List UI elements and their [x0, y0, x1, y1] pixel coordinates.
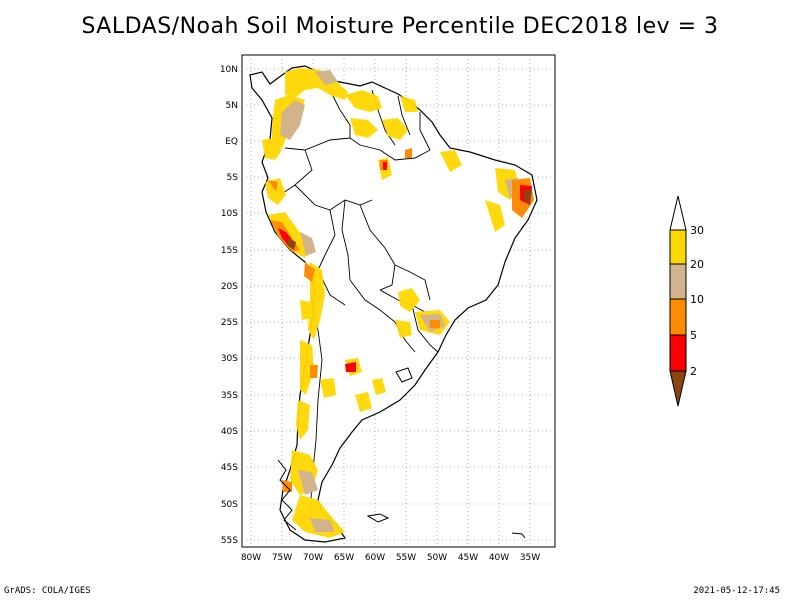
lon-label: 45W — [458, 553, 478, 563]
lat-label: 15S — [221, 246, 238, 256]
soil-moisture-tan-10-20 — [280, 70, 522, 532]
lat-label: EQ — [225, 137, 238, 147]
legend-label: 30 — [690, 224, 704, 237]
lat-label: 10N — [220, 65, 238, 75]
lat-label: 25S — [221, 318, 238, 328]
lat-label: 45S — [221, 463, 238, 473]
coastal-detail — [277, 367, 526, 539]
lon-label: 75W — [272, 553, 292, 563]
soil-moisture-brown-below-2 — [288, 190, 532, 250]
lat-label: 10S — [221, 209, 238, 219]
color-legend: 2 5 10 20 30 — [669, 195, 704, 407]
lon-label: 70W — [303, 553, 323, 563]
map-title: SALDAS/Noah Soil Moisture Percentile DEC… — [81, 14, 719, 39]
longitude-labels: 80W 75W 70W 65W 60W 55W 50W 45W 40W 35W — [241, 553, 540, 563]
legend-label: 5 — [690, 329, 697, 342]
lon-label: 65W — [334, 553, 354, 563]
lat-label: 40S — [221, 427, 238, 437]
legend-label: 20 — [690, 258, 704, 271]
latitude-labels: 10N 5N EQ 5S 10S 15S 20S 25S 30S 35S 40S… — [220, 65, 238, 546]
lon-label: 80W — [241, 553, 261, 563]
lon-label: 35W — [520, 553, 540, 563]
legend-label: 2 — [690, 365, 697, 378]
lat-label: 50S — [221, 500, 238, 510]
legend-label: 10 — [690, 293, 704, 306]
legend-swatch-above-30 — [669, 195, 687, 231]
lon-label: 40W — [489, 553, 509, 563]
lon-label: 50W — [427, 553, 447, 563]
legend-swatch-below-2 — [669, 370, 687, 407]
lat-label: 20S — [221, 282, 238, 292]
lon-label: 60W — [365, 553, 385, 563]
legend-swatch-2-5 — [669, 334, 687, 372]
lat-label: 5S — [227, 173, 239, 183]
lon-label: 55W — [396, 553, 416, 563]
legend-swatch-10-20 — [669, 263, 687, 300]
lat-label: 5N — [226, 101, 238, 111]
lat-label: 30S — [221, 354, 238, 364]
lat-label: 55S — [221, 536, 238, 546]
lat-label: 35S — [221, 391, 238, 401]
legend-swatch-5-10 — [669, 298, 687, 336]
footer-credit: GrADS: COLA/IGES — [4, 586, 91, 596]
footer-timestamp: 2021-05-12-17:45 — [693, 586, 780, 596]
legend-swatch-20-30 — [669, 229, 687, 265]
